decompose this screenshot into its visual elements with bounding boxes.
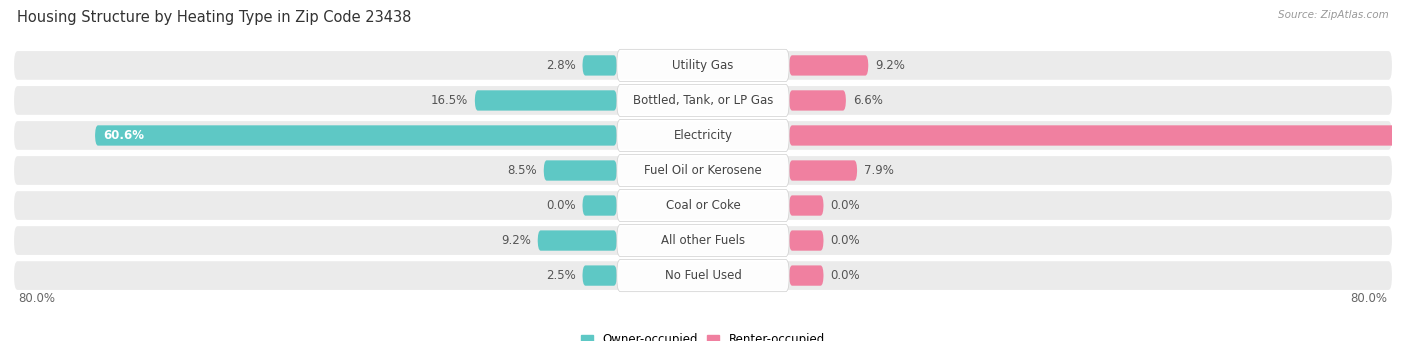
FancyBboxPatch shape — [617, 260, 789, 292]
FancyBboxPatch shape — [14, 121, 1392, 150]
FancyBboxPatch shape — [582, 265, 617, 286]
Text: Source: ZipAtlas.com: Source: ZipAtlas.com — [1278, 10, 1389, 20]
Text: Bottled, Tank, or LP Gas: Bottled, Tank, or LP Gas — [633, 94, 773, 107]
Text: 2.8%: 2.8% — [546, 59, 575, 72]
FancyBboxPatch shape — [14, 261, 1392, 290]
FancyBboxPatch shape — [789, 231, 824, 251]
FancyBboxPatch shape — [475, 90, 617, 110]
FancyBboxPatch shape — [789, 160, 858, 181]
Text: 80.0%: 80.0% — [18, 292, 55, 305]
FancyBboxPatch shape — [617, 189, 789, 222]
FancyBboxPatch shape — [789, 125, 1406, 146]
FancyBboxPatch shape — [789, 195, 824, 216]
Text: 0.0%: 0.0% — [546, 199, 575, 212]
FancyBboxPatch shape — [789, 265, 824, 286]
Text: 7.9%: 7.9% — [865, 164, 894, 177]
Text: Housing Structure by Heating Type in Zip Code 23438: Housing Structure by Heating Type in Zip… — [17, 10, 411, 25]
Text: 0.0%: 0.0% — [831, 199, 860, 212]
FancyBboxPatch shape — [14, 156, 1392, 185]
Text: 9.2%: 9.2% — [501, 234, 531, 247]
Text: Utility Gas: Utility Gas — [672, 59, 734, 72]
FancyBboxPatch shape — [617, 119, 789, 152]
Text: Coal or Coke: Coal or Coke — [665, 199, 741, 212]
Text: All other Fuels: All other Fuels — [661, 234, 745, 247]
FancyBboxPatch shape — [96, 125, 617, 146]
FancyBboxPatch shape — [617, 49, 789, 81]
FancyBboxPatch shape — [582, 55, 617, 76]
FancyBboxPatch shape — [617, 224, 789, 257]
Text: 16.5%: 16.5% — [430, 94, 468, 107]
Text: No Fuel Used: No Fuel Used — [665, 269, 741, 282]
FancyBboxPatch shape — [617, 154, 789, 187]
FancyBboxPatch shape — [544, 160, 617, 181]
Text: 6.6%: 6.6% — [853, 94, 883, 107]
FancyBboxPatch shape — [14, 51, 1392, 80]
Text: 80.0%: 80.0% — [1351, 292, 1388, 305]
FancyBboxPatch shape — [789, 55, 869, 76]
Text: 76.3%: 76.3% — [1396, 129, 1406, 142]
Text: 8.5%: 8.5% — [508, 164, 537, 177]
Text: Electricity: Electricity — [673, 129, 733, 142]
Text: 0.0%: 0.0% — [831, 269, 860, 282]
Text: 0.0%: 0.0% — [831, 234, 860, 247]
Text: 60.6%: 60.6% — [104, 129, 145, 142]
FancyBboxPatch shape — [582, 195, 617, 216]
FancyBboxPatch shape — [14, 86, 1392, 115]
FancyBboxPatch shape — [14, 191, 1392, 220]
FancyBboxPatch shape — [789, 90, 846, 110]
Text: 2.5%: 2.5% — [546, 269, 575, 282]
Legend: Owner-occupied, Renter-occupied: Owner-occupied, Renter-occupied — [576, 329, 830, 341]
FancyBboxPatch shape — [617, 84, 789, 117]
FancyBboxPatch shape — [537, 231, 617, 251]
Text: 9.2%: 9.2% — [875, 59, 905, 72]
FancyBboxPatch shape — [14, 226, 1392, 255]
Text: Fuel Oil or Kerosene: Fuel Oil or Kerosene — [644, 164, 762, 177]
